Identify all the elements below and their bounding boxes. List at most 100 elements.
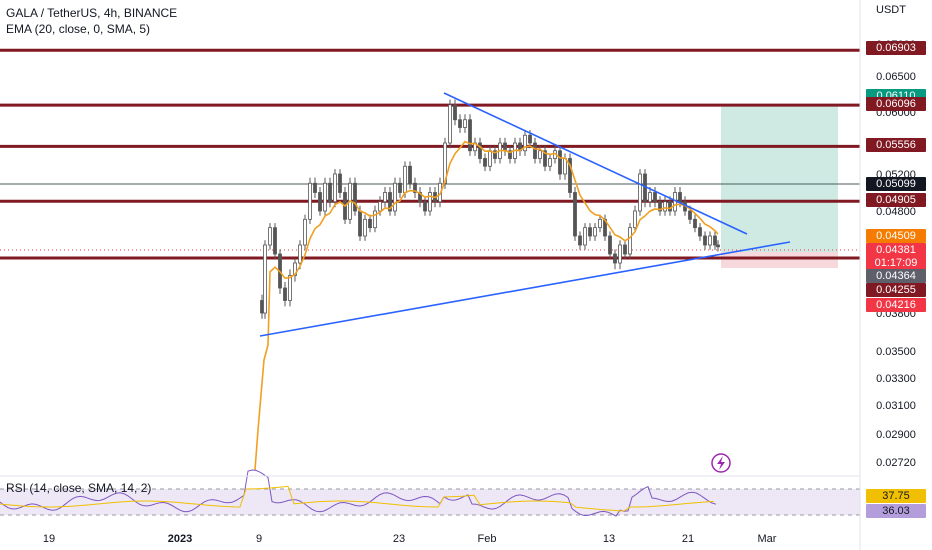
x-tick-label: 21	[682, 533, 694, 545]
candle-body	[623, 244, 627, 255]
candle-body	[588, 227, 592, 237]
rsi-indicator-label: RSI (14, close, SMA, 14, 2)	[6, 481, 152, 495]
x-tick-label: Feb	[478, 533, 497, 545]
candle-body	[703, 235, 707, 246]
price-label: 01:17:09	[866, 256, 926, 270]
profit-zone	[721, 104, 838, 252]
x-tick-label: 2023	[168, 533, 192, 545]
rsi-ma-line	[0, 485, 715, 512]
candle-body	[303, 218, 307, 246]
price-label: 0.06096	[866, 97, 926, 111]
candle-body	[273, 227, 277, 255]
candle-body	[523, 134, 527, 152]
loss-zone	[721, 252, 838, 268]
candle-body	[578, 235, 582, 246]
rsi-current-label: 37.75	[866, 489, 926, 503]
candle-body	[398, 182, 402, 193]
candle-body	[393, 182, 397, 212]
candle-body	[478, 142, 482, 159]
candle-body	[548, 158, 552, 167]
candle-body	[648, 192, 652, 203]
candle-body	[338, 173, 342, 193]
candle-body	[358, 210, 362, 237]
candle-body	[628, 227, 632, 255]
candle-body	[458, 119, 462, 128]
candle-body	[713, 235, 717, 246]
candle-body	[463, 119, 467, 128]
candle-body	[298, 244, 302, 264]
lightning-icon[interactable]	[711, 453, 731, 473]
y-tick-label: 0.02720	[876, 457, 916, 469]
candle-body	[260, 300, 264, 314]
price-label: 0.04216	[866, 298, 926, 312]
y-tick-label: 0.02900	[876, 429, 916, 441]
candle-body	[363, 218, 367, 237]
candle-body	[653, 192, 657, 203]
x-tick-label: 19	[43, 533, 55, 545]
symbol-title: GALA / TetherUS, 4h, BINANCE	[6, 6, 178, 20]
ema-line	[254, 140, 719, 471]
candle-body	[268, 227, 272, 246]
time-axis: 19 2023 9 23 Feb 13 21 Mar	[43, 533, 777, 545]
x-tick-label: 13	[603, 533, 615, 545]
price-label: 0.06903	[866, 41, 926, 55]
candle-body	[368, 218, 372, 229]
candle-body	[483, 158, 487, 167]
candle-body	[388, 192, 392, 212]
candle-body	[493, 150, 497, 159]
candle-body	[508, 150, 512, 159]
candle-body	[613, 253, 617, 264]
candle-body	[378, 201, 382, 212]
x-tick-label: 23	[393, 533, 405, 545]
candle-body	[678, 192, 682, 203]
candle-body	[698, 227, 702, 237]
price-label: 0.04509	[866, 229, 926, 243]
candle-body	[633, 210, 637, 229]
candle-body	[538, 150, 542, 159]
candle-body	[533, 142, 537, 159]
candle-body	[693, 218, 697, 229]
candle-body	[573, 192, 577, 237]
candle-body	[333, 173, 337, 203]
candle-body	[293, 262, 297, 276]
candle-body	[663, 201, 667, 212]
candle-body	[403, 165, 407, 193]
candle-body	[528, 134, 532, 144]
rsi-pane	[0, 469, 860, 517]
rsi-average-label: 36.03	[866, 504, 926, 518]
y-tick-label: 0.03500	[876, 346, 916, 358]
price-label: 0.04381	[866, 243, 926, 257]
trendline-ascending[interactable]	[259, 241, 791, 337]
candle-body	[618, 244, 622, 264]
price-label: 0.04364	[866, 269, 926, 283]
candle-body	[353, 182, 357, 212]
y-tick-label: 0.03300	[876, 373, 916, 385]
candle-body	[558, 150, 562, 175]
candle-body	[313, 182, 317, 193]
candle-body	[288, 275, 292, 301]
candle-body	[488, 150, 492, 167]
candle-body	[658, 201, 662, 212]
candle-body	[453, 104, 457, 121]
rsi-band	[0, 489, 860, 515]
currency-label: USDT	[876, 4, 906, 16]
candle-body	[448, 104, 452, 144]
candle-body	[383, 192, 387, 203]
price-label: 0.04905	[866, 193, 926, 207]
candle-body	[583, 227, 587, 246]
candle-body	[263, 244, 267, 314]
price-label: 0.05556	[866, 138, 926, 152]
candle-body	[428, 192, 432, 212]
candle-body	[423, 201, 427, 212]
trendline-descending[interactable]	[443, 92, 748, 235]
price-label: 0.05099	[866, 177, 926, 191]
candle-body	[318, 192, 322, 212]
candle-body	[308, 182, 312, 220]
candle-body	[323, 182, 327, 212]
candle-body	[413, 182, 417, 193]
candle-body	[418, 192, 422, 203]
candle-body	[708, 235, 712, 246]
candle-body	[668, 201, 672, 212]
y-tick-label: 0.06500	[876, 71, 916, 83]
